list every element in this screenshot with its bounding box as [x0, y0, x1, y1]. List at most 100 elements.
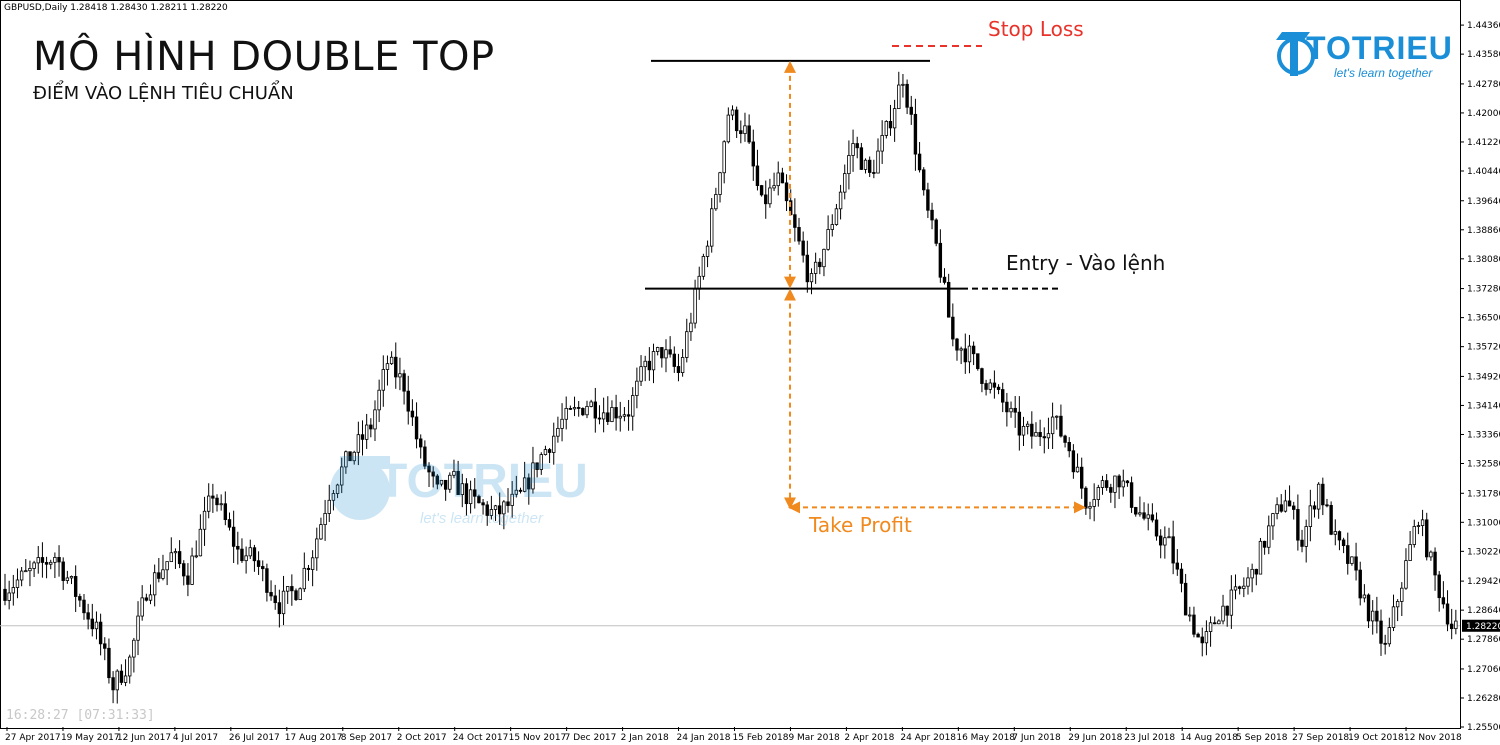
candle-body: [398, 373, 402, 378]
candle-body: [431, 471, 435, 477]
candle-body: [818, 261, 822, 268]
candle-body: [606, 412, 610, 422]
candle-body: [1158, 535, 1163, 546]
candle-body: [477, 495, 481, 504]
candle-body: [1025, 423, 1030, 427]
candle-body: [988, 382, 992, 390]
candle-body: [427, 465, 431, 473]
candle-body: [1150, 514, 1155, 521]
candle-body: [1208, 622, 1213, 632]
candle-body: [169, 552, 173, 563]
candle-body: [385, 363, 390, 370]
candle-body: [564, 408, 568, 420]
candle-body: [660, 347, 664, 359]
x-tick-label: 23 Jul 2018: [1124, 733, 1175, 743]
candle-body: [1038, 432, 1042, 438]
x-tick-label: 4 Jul 2017: [173, 733, 218, 743]
candle-body: [78, 596, 82, 601]
candle-body: [277, 602, 282, 615]
candle-body: [335, 484, 340, 494]
candle-body: [863, 159, 868, 170]
candle-body: [252, 547, 257, 562]
candle-body: [946, 281, 951, 318]
candle-body: [82, 599, 86, 614]
candle-body: [942, 276, 947, 283]
candle-body: [1445, 603, 1450, 625]
symbol-info: GBPUSD,Daily 1.28418 1.28430 1.28211 1.2…: [4, 3, 228, 13]
candle-body: [772, 185, 776, 189]
candle-body: [1063, 435, 1067, 443]
candle-body: [15, 579, 20, 588]
candle-body: [813, 261, 818, 274]
candle-body: [1104, 480, 1109, 488]
x-tick-label: 15 Feb 2018: [733, 733, 789, 743]
candle-body: [1200, 636, 1204, 644]
take-profit-label: Take Profit: [809, 513, 912, 537]
x-tick-label: 24 Oct 2017: [453, 733, 509, 743]
candle-body: [423, 446, 427, 467]
candle-body: [111, 677, 115, 691]
candle-body: [676, 366, 681, 373]
candle-body: [597, 417, 602, 420]
candle-body: [103, 643, 107, 649]
candle-body: [934, 219, 938, 244]
candle-body: [531, 462, 535, 490]
x-tick-label: 8 Sep 2017: [341, 733, 392, 743]
candle-body: [734, 109, 739, 132]
x-tick-label: 27 Sep 2018: [1292, 733, 1349, 743]
x-tick-label: 2 Jan 2018: [621, 733, 669, 743]
candle-body: [1267, 525, 1271, 548]
entry-label: Entry - Vào lệnh: [1006, 251, 1166, 275]
candle-body: [768, 187, 772, 205]
x-tick-label: 27 Apr 2017: [5, 733, 61, 743]
candle-body: [518, 489, 523, 492]
candle-body: [701, 256, 706, 277]
candle-body: [1100, 480, 1105, 488]
candle-body: [1258, 540, 1263, 575]
candle-body: [1163, 537, 1167, 546]
candle-body: [680, 357, 685, 373]
candle-body: [44, 562, 49, 565]
candle-body: [847, 155, 851, 175]
candle-body: [352, 451, 356, 462]
candle-body: [265, 568, 269, 593]
candle-body: [593, 401, 598, 419]
candle-body: [261, 566, 265, 570]
candle-body: [647, 360, 652, 371]
candle-body: [331, 493, 336, 501]
candle-body: [1250, 568, 1254, 579]
candle-body: [1080, 466, 1084, 489]
candle-body: [381, 369, 385, 391]
logo-icon: [1276, 32, 1315, 76]
candle-body: [152, 572, 157, 596]
candle-body: [219, 503, 223, 506]
candle-body: [1437, 574, 1441, 599]
stop-loss-label: Stop Loss: [988, 17, 1084, 41]
candle-body: [1204, 631, 1209, 644]
candle-body: [884, 121, 889, 136]
candle-body: [1113, 475, 1117, 493]
y-tick-label: 1.31000: [1467, 518, 1500, 528]
candle-body: [439, 479, 444, 485]
candle-body: [552, 435, 556, 453]
watermark-name: TOTRIEU: [378, 455, 588, 508]
candle-body: [535, 462, 539, 470]
candle-body: [539, 454, 543, 470]
candle-body: [373, 409, 377, 430]
candle-body: [1109, 487, 1113, 493]
candle-body: [244, 555, 248, 562]
candle-body: [568, 408, 573, 410]
candle-body: [897, 84, 901, 110]
candle-body: [157, 572, 161, 579]
candle-body: [1134, 507, 1138, 515]
y-tick-label: 1.38080: [1467, 255, 1500, 265]
candle-body: [926, 189, 930, 211]
candle-body: [1188, 614, 1192, 617]
candle-body: [119, 670, 124, 683]
candle-body: [1142, 512, 1146, 519]
candle-body: [107, 647, 111, 679]
candle-body: [1404, 560, 1408, 589]
candle-body: [493, 505, 498, 510]
candle-body: [1050, 416, 1055, 435]
candle-body: [161, 569, 165, 579]
